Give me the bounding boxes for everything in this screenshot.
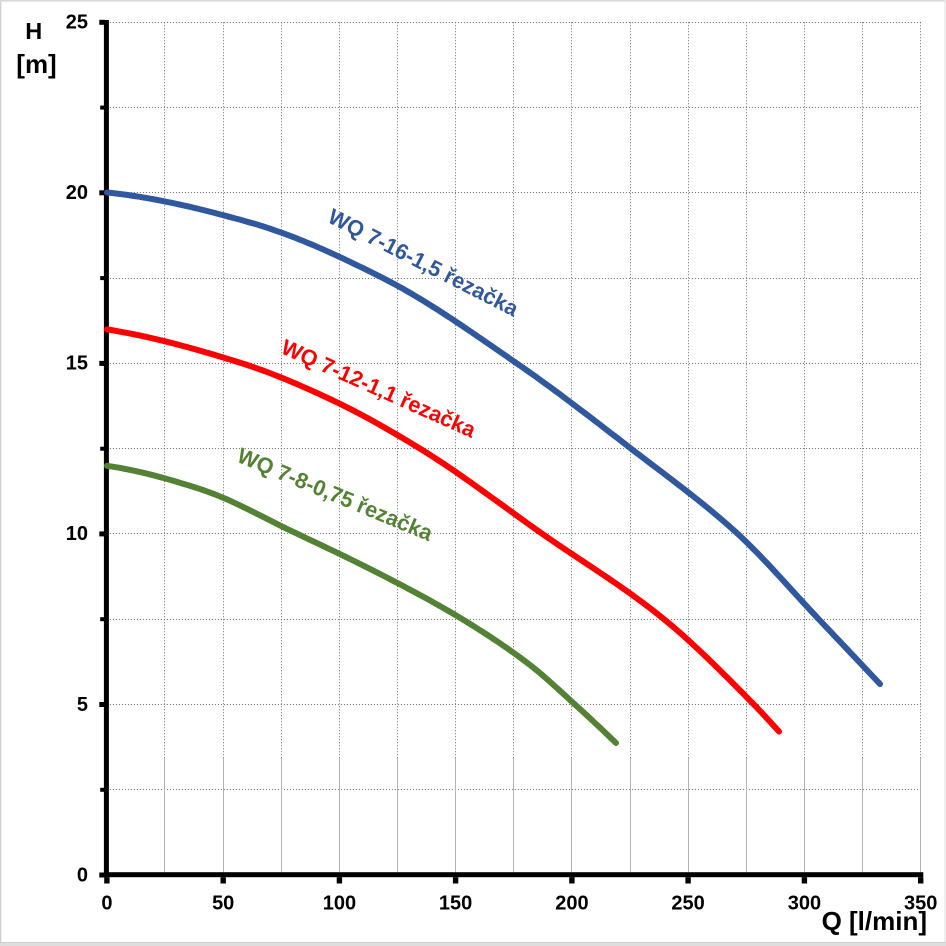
svg-text:5: 5 [77,694,88,716]
svg-text:100: 100 [323,893,356,915]
svg-text:Q [l/min]: Q [l/min] [822,906,927,936]
svg-text:[m]: [m] [16,49,56,79]
svg-text:350: 350 [904,893,937,915]
svg-text:250: 250 [671,893,704,915]
svg-text:H: H [25,18,42,44]
svg-text:0: 0 [101,893,112,915]
svg-text:25: 25 [66,12,88,34]
svg-text:20: 20 [66,182,88,204]
svg-text:10: 10 [66,523,88,545]
svg-text:50: 50 [212,893,234,915]
svg-text:150: 150 [439,893,472,915]
svg-text:15: 15 [66,353,88,375]
svg-text:300: 300 [788,893,821,915]
svg-text:200: 200 [555,893,588,915]
svg-text:0: 0 [77,864,88,886]
